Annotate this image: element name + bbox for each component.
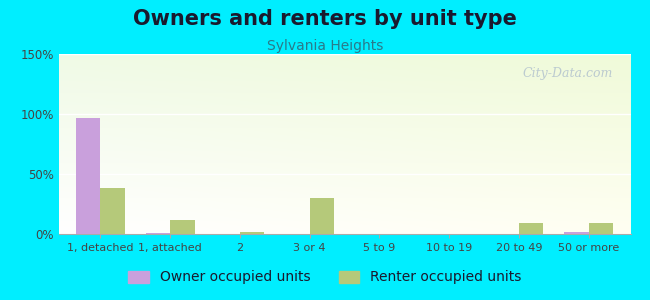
Legend: Owner occupied units, Renter occupied units: Owner occupied units, Renter occupied un… — [123, 265, 527, 290]
Bar — [146, 233, 170, 234]
Text: Sylvania Heights: Sylvania Heights — [266, 39, 384, 53]
Bar — [564, 232, 589, 234]
Bar — [519, 223, 543, 234]
Bar — [309, 198, 334, 234]
Bar — [76, 118, 100, 234]
Bar — [100, 188, 125, 234]
Text: Owners and renters by unit type: Owners and renters by unit type — [133, 9, 517, 29]
Bar — [589, 223, 613, 234]
Bar — [240, 232, 265, 234]
Bar — [170, 220, 194, 234]
Text: City-Data.com: City-Data.com — [523, 67, 614, 80]
